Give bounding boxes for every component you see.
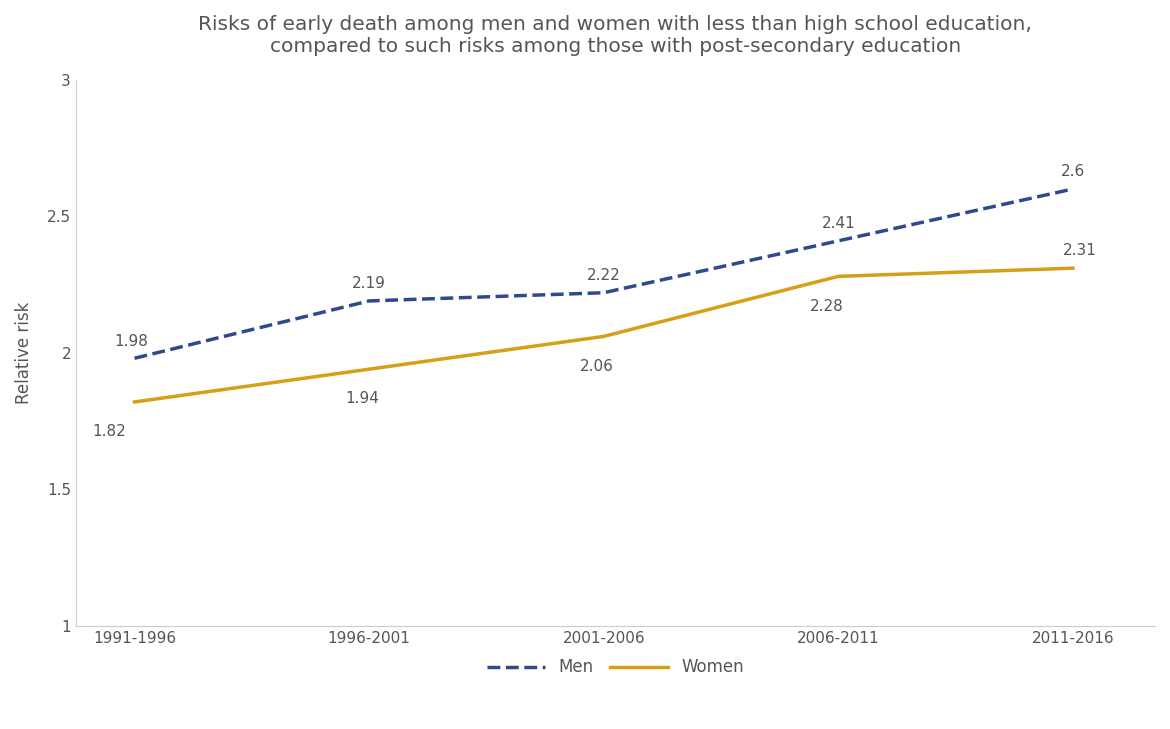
- Y-axis label: Relative risk: Relative risk: [15, 302, 33, 404]
- Text: 2.22: 2.22: [587, 268, 620, 283]
- Text: 2.41: 2.41: [821, 216, 855, 231]
- Text: 1.82: 1.82: [92, 424, 126, 439]
- Title: Risks of early death among men and women with less than high school education,
c: Risks of early death among men and women…: [199, 15, 1032, 56]
- Legend: Men, Women: Men, Women: [480, 652, 751, 683]
- Text: 1.98: 1.98: [115, 334, 149, 348]
- Text: 2.28: 2.28: [811, 299, 844, 313]
- Text: 2.06: 2.06: [580, 359, 614, 374]
- Text: 2.31: 2.31: [1062, 243, 1096, 259]
- Text: 2.19: 2.19: [352, 276, 386, 291]
- Text: 2.6: 2.6: [1061, 164, 1085, 179]
- Text: 1.94: 1.94: [345, 391, 379, 406]
